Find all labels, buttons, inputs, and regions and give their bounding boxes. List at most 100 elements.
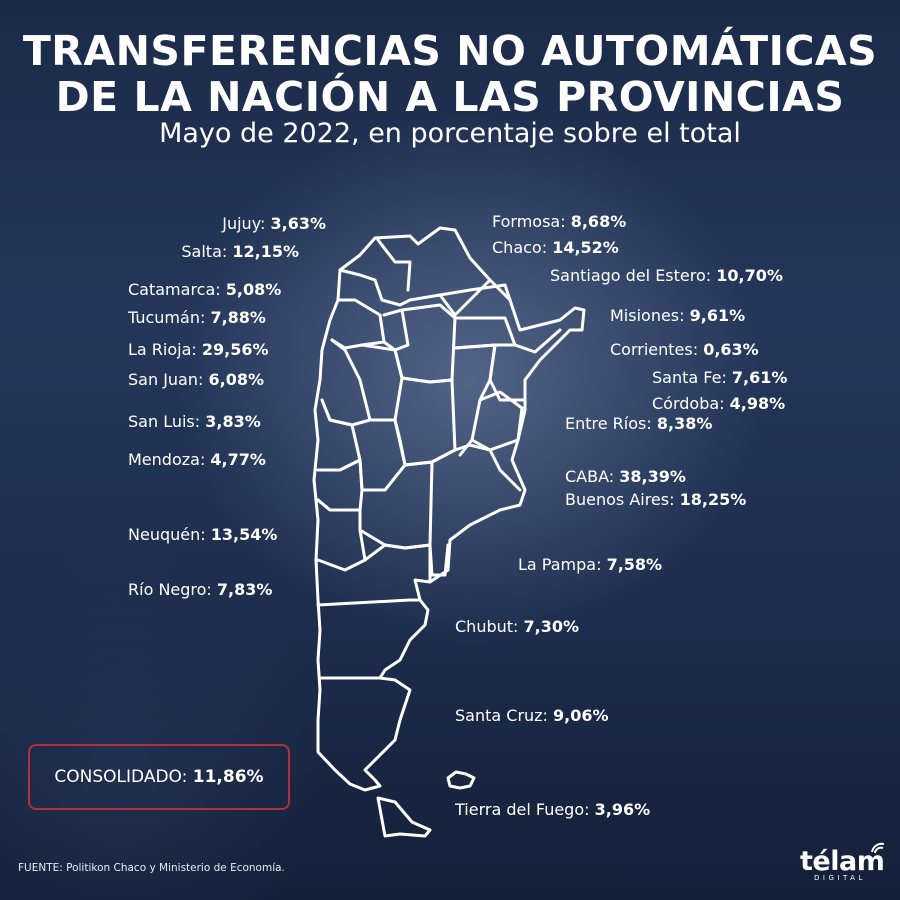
- border-misiones-corrientes: [513, 328, 562, 354]
- map-outline: [312, 226, 586, 792]
- label-misiones-value: 9,61%: [689, 306, 746, 325]
- border-neuquen: [316, 498, 367, 572]
- label-tierra-del-fuego-value: 3,96%: [594, 800, 651, 819]
- label-buenos-aires-name: Buenos Aires:: [565, 490, 675, 509]
- label-santa-fe: Santa Fe: 7,61%: [652, 368, 787, 388]
- label-chaco-value: 14,52%: [552, 238, 619, 257]
- label-mendoza-value: 4,77%: [210, 450, 266, 469]
- border-salta: [338, 268, 492, 317]
- label-formosa: Formosa: 8,68%: [492, 212, 626, 232]
- label-santiago-del-estero: Santiago del Estero: 10,70%: [550, 266, 783, 286]
- logo-sub: DIGITAL: [814, 874, 866, 882]
- telam-logo: télam DIGITAL: [800, 842, 890, 886]
- label-la-rioja: La Rioja: 29,56%: [128, 340, 269, 360]
- label-corrientes-name: Corrientes:: [610, 340, 699, 359]
- border-la-rioja: [320, 338, 372, 427]
- islas-icon: [446, 770, 476, 790]
- label-san-juan: San Juan: 6,08%: [128, 370, 264, 390]
- border-catamarca: [330, 298, 386, 350]
- label-jujuy-name: Jujuy:: [222, 214, 266, 233]
- title-line-1: TRANSFERENCIAS NO AUTOMÁTICAS: [22, 27, 878, 75]
- border-rio-negro: [363, 543, 432, 584]
- label-jujuy-value: 3,63%: [270, 214, 326, 233]
- label-tierra-del-fuego: Tierra del Fuego: 3,96%: [455, 800, 650, 820]
- label-la-pampa-name: La Pampa:: [518, 555, 602, 574]
- border-san-juan: [316, 398, 362, 472]
- label-san-luis: San Luis: 3,83%: [128, 412, 261, 432]
- label-catamarca-value: 5,08%: [225, 280, 282, 299]
- label-santa-cruz-value: 9,06%: [553, 706, 609, 725]
- consolidado-box: CONSOLIDADO: 11,86%: [28, 744, 290, 810]
- label-santa-cruz-name: Santa Cruz:: [455, 706, 548, 725]
- label-san-luis-value: 3,83%: [205, 412, 261, 431]
- label-chubut-name: Chubut:: [455, 617, 519, 636]
- label-cordoba-name: Córdoba:: [652, 394, 725, 413]
- label-buenos-aires: Buenos Aires: 18,25%: [565, 490, 746, 510]
- label-santiago-value: 10,70%: [716, 266, 783, 285]
- label-tucuman: Tucumán: 7,88%: [128, 308, 266, 328]
- border-formosa-chaco: [438, 283, 512, 302]
- label-san-luis-name: San Luis:: [128, 412, 201, 431]
- consolidado-value: 11,86%: [192, 767, 264, 787]
- label-entre-rios-name: Entre Ríos:: [565, 414, 652, 433]
- label-formosa-name: Formosa:: [492, 212, 566, 231]
- label-jujuy: Jujuy: 3,63%: [222, 214, 326, 234]
- label-rio-negro-name: Río Negro:: [128, 580, 212, 599]
- label-cordoba: Córdoba: 4,98%: [652, 394, 785, 414]
- border-tucuman: [382, 308, 410, 352]
- label-entre-rios-value: 8,38%: [656, 414, 713, 433]
- border-san-luis: [358, 418, 407, 492]
- label-caba-name: CABA:: [565, 467, 615, 486]
- label-santa-fe-name: Santa Fe:: [652, 368, 727, 387]
- label-neuquen-name: Neuquén:: [128, 525, 206, 544]
- label-neuquen: Neuquén: 13,54%: [128, 525, 277, 545]
- label-corrientes: Corrientes: 0,63%: [610, 340, 759, 360]
- label-salta: Salta: 12,15%: [181, 242, 299, 262]
- label-la-rioja-value: 29,56%: [201, 340, 269, 359]
- label-tucuman-name: Tucumán:: [128, 308, 206, 327]
- border-chaco: [453, 316, 517, 350]
- border-jujuy-salta: [376, 238, 412, 292]
- subtitle: Mayo de 2022, en porcentaje sobre el tot…: [159, 118, 741, 149]
- label-misiones: Misiones: 9,61%: [610, 306, 745, 326]
- label-la-pampa-value: 7,58%: [606, 555, 663, 574]
- label-mendoza-name: Mendoza:: [128, 450, 206, 469]
- label-buenos-aires-value: 18,25%: [679, 490, 747, 509]
- label-chubut: Chubut: 7,30%: [455, 617, 579, 637]
- label-chaco: Chaco: 14,52%: [492, 238, 619, 258]
- label-san-juan-name: San Juan:: [128, 370, 204, 389]
- label-salta-value: 12,15%: [232, 242, 299, 261]
- consolidado-label: CONSOLIDADO:: [54, 767, 188, 787]
- label-santiago-name: Santiago del Estero:: [550, 266, 712, 285]
- border-la-pampa: [358, 460, 434, 550]
- label-tucuman-value: 7,88%: [210, 308, 266, 327]
- label-corrientes-value: 0,63%: [703, 340, 759, 359]
- signal-icon: [871, 842, 885, 854]
- label-chaco-name: Chaco:: [492, 238, 548, 257]
- label-caba-value: 38,39%: [619, 467, 686, 486]
- label-formosa-value: 8,68%: [570, 212, 627, 231]
- label-catamarca-name: Catamarca:: [128, 280, 221, 299]
- tierra-del-fuego-outline: [376, 796, 432, 838]
- label-entre-rios: Entre Ríos: 8,38%: [565, 414, 712, 434]
- label-caba: CABA: 38,39%: [565, 467, 686, 487]
- label-catamarca: Catamarca: 5,08%: [128, 280, 281, 300]
- label-mendoza: Mendoza: 4,77%: [128, 450, 266, 470]
- label-neuquen-value: 13,54%: [210, 525, 278, 544]
- label-santa-cruz: Santa Cruz: 9,06%: [455, 706, 609, 726]
- label-chubut-value: 7,30%: [523, 617, 580, 636]
- border-entre-rios: [470, 390, 524, 452]
- label-santa-fe-value: 7,61%: [731, 368, 788, 387]
- label-la-rioja-name: La Rioja:: [128, 340, 197, 359]
- label-rio-negro-value: 7,83%: [216, 580, 273, 599]
- label-salta-name: Salta:: [181, 242, 228, 261]
- border-buenos-aires: [430, 443, 522, 492]
- label-cordoba-value: 4,98%: [729, 394, 786, 413]
- label-la-pampa: La Pampa: 7,58%: [518, 555, 662, 575]
- label-tierra-del-fuego-name: Tierra del Fuego:: [455, 800, 590, 819]
- border-rio-negro-chubut: [316, 598, 422, 607]
- border-cordoba: [393, 376, 457, 467]
- border-santa-fe: [453, 343, 497, 457]
- border-buenos-aires-west: [428, 543, 450, 577]
